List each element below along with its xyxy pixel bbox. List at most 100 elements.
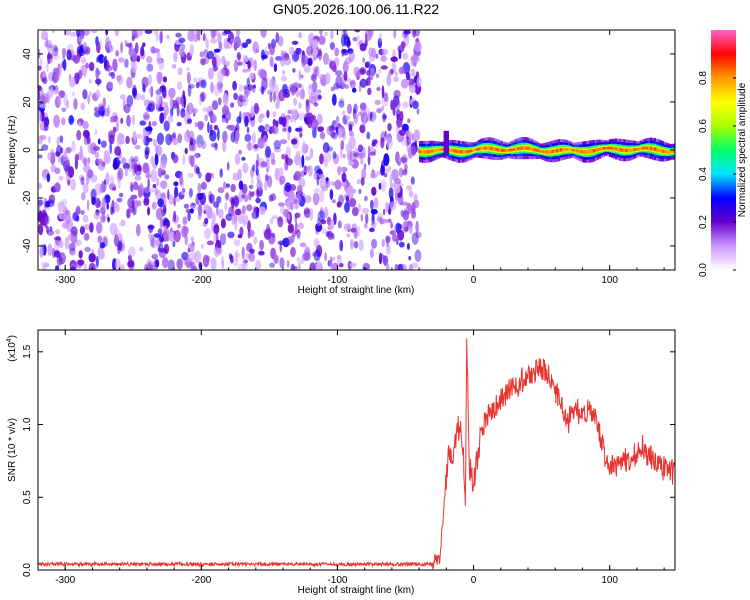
heatmap-cell [279,139,288,145]
heatmap-cell [271,123,279,135]
heatmap-cell [133,136,137,144]
heatmap-cell [135,223,141,237]
heatmap-cell [47,243,53,256]
heatmap-cell [163,120,170,132]
heatmap-cell [592,149,595,153]
heatmap-cell [291,40,299,45]
heatmap-cell [64,236,70,250]
heatmap-cell [76,129,82,141]
heatmap-cell [666,150,669,154]
heatmap-cell [54,47,58,52]
heatmap-cell [253,102,259,115]
heatmap-cell [143,135,150,146]
heatmap-cell [143,114,150,120]
heatmap-cell [180,175,184,185]
colorbar-gradient [711,30,736,270]
heatmap-cell [103,107,110,117]
heatmap-cell [119,94,126,100]
heatmap-cell [317,94,322,100]
heatmap-cell [53,114,61,128]
heatmap-cell [466,150,469,154]
heatmap-cell [635,148,638,151]
heatmap-cell [108,40,112,53]
heatmap-cell [653,147,657,152]
x-tick-label: -300 [55,275,75,286]
heatmap-cell [366,131,371,140]
heatmap-cell [203,49,208,54]
heatmap-cell [298,125,303,137]
heatmap-cell [296,229,301,239]
heatmap-cell [213,224,220,235]
heatmap-cell [144,30,153,34]
heatmap-cell [188,154,193,165]
heatmap-cell [294,154,302,166]
heatmap-cell [312,55,317,61]
heatmap-cell [331,93,337,106]
heatmap-cell [431,149,434,153]
heatmap-cell [115,118,119,128]
heatmap-cell [144,146,150,156]
heatmap-cell [74,153,80,162]
heatmap-cell [53,53,60,61]
heatmap-cell [371,116,375,123]
heatmap-cell [172,137,179,146]
heatmap-cell [375,53,379,59]
heatmap-cell [117,178,121,190]
heatmap-cell [146,63,154,72]
heatmap-cell [320,227,328,235]
heatmap-cell [275,32,280,44]
heatmap-cell [136,164,142,172]
heatmap-cell [174,102,179,107]
heatmap-cell [133,156,139,163]
heatmap-cell [360,176,365,186]
heatmap-cell [226,161,230,171]
heatmap-cell [301,54,309,66]
heatmap-cell [113,228,120,236]
heatmap-cell [260,86,265,95]
heatmap-cell [307,57,313,67]
heatmap-cell [118,139,126,145]
heatmap-cell [201,140,207,150]
heatmap-cell [370,248,374,259]
heatmap-cell [273,254,279,264]
heatmap-cell [459,150,463,154]
heatmap-cell [303,165,307,176]
heatmap-cell [381,238,385,248]
heatmap-cell [399,263,407,270]
heatmap-cell [348,136,356,150]
heatmap-cell [212,194,216,204]
heatmap-cell [99,40,103,47]
heatmap-cell [378,68,382,74]
heatmap-cell [224,202,228,211]
heatmap-cell [649,146,652,151]
heatmap-cell [660,149,663,153]
heatmap-cell [180,43,186,50]
heatmap-cell [329,189,334,200]
heatmap-cell [385,201,389,213]
heatmap-cell [180,108,186,118]
heatmap-cell [197,121,204,131]
heatmap-cell [395,192,398,205]
heatmap-cell [156,177,160,187]
heatmap-cell [232,172,239,181]
heatmap-cell [241,42,248,48]
heatmap-cell [73,98,78,110]
heatmap-cell [326,125,334,136]
heatmap-cell [122,162,130,170]
heatmap-cell [306,166,310,171]
heatmap-cell [504,149,508,152]
heatmap-cell [325,72,331,85]
heatmap-cell [173,51,178,63]
heatmap-cell [278,89,286,102]
heatmap-cell [167,189,170,200]
heatmap-cell [58,94,62,107]
heatmap-cell [127,260,135,268]
heatmap-cell [398,66,405,75]
heatmap-cell [218,97,222,106]
heatmap-cell [101,161,106,167]
heatmap-cell [594,148,597,152]
heatmap-cell [294,193,302,205]
heatmap-cell [291,108,299,119]
heatmap-cell [396,238,399,245]
heatmap-cell [380,218,388,224]
